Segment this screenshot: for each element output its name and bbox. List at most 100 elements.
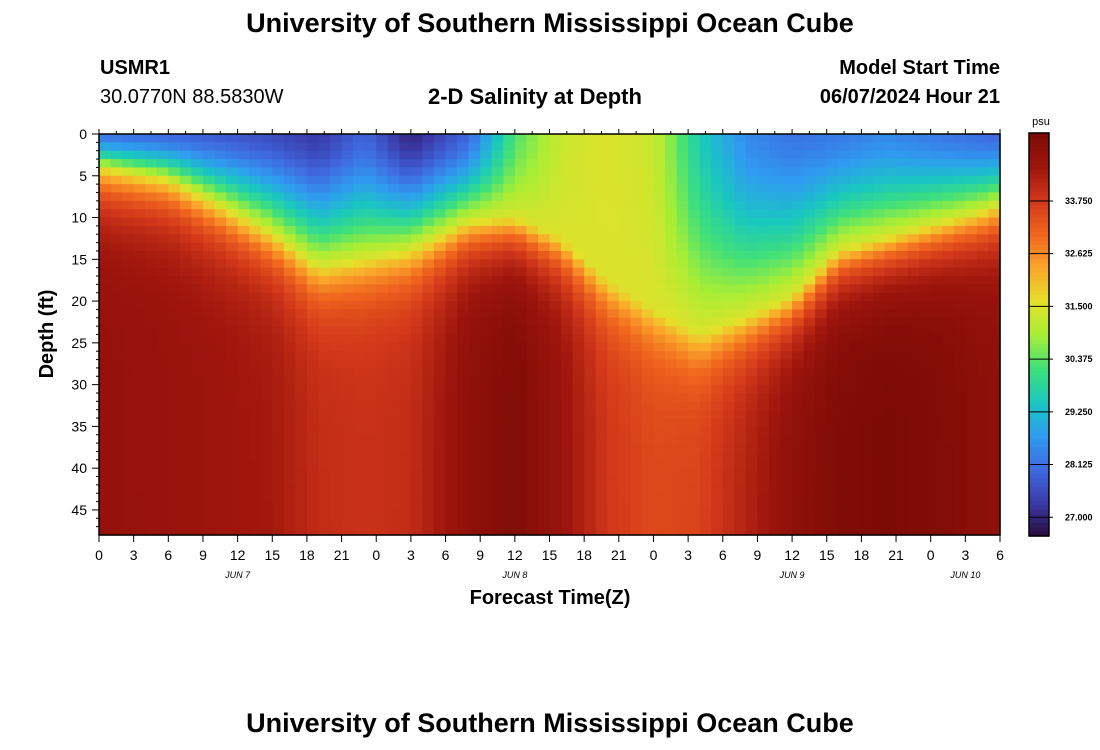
heatmap-cell	[272, 392, 285, 402]
heatmap-cell	[780, 459, 793, 469]
heatmap-cell	[491, 392, 504, 402]
heatmap-cell	[399, 142, 412, 152]
heatmap-cell	[711, 359, 724, 369]
heatmap-cell	[341, 317, 354, 327]
heatmap-cell	[110, 309, 123, 319]
heatmap-cell	[745, 276, 759, 285]
x-tick-label: 21	[611, 547, 627, 563]
heatmap-cell	[353, 301, 366, 311]
colorbar-segment	[1029, 415, 1049, 421]
heatmap-cell	[283, 476, 296, 486]
colorbar-segment	[1029, 491, 1049, 497]
heatmap-cell	[306, 159, 320, 169]
heatmap-cell	[364, 142, 377, 152]
heatmap-cell	[757, 259, 770, 269]
heatmap-cell	[780, 326, 793, 336]
heatmap-cell	[399, 134, 412, 143]
heatmap-cell	[433, 250, 447, 260]
heatmap-cell	[503, 401, 516, 411]
heatmap-cell	[953, 384, 966, 394]
heatmap-cell	[283, 401, 296, 411]
heatmap-cell	[653, 134, 666, 143]
heatmap-cell	[318, 301, 331, 311]
heatmap-cell	[445, 301, 458, 311]
heatmap-cell	[503, 250, 516, 260]
heatmap-cell	[919, 301, 932, 311]
heatmap-cell	[630, 175, 643, 185]
heatmap-cell	[306, 426, 320, 436]
heatmap-cell	[491, 426, 504, 436]
heatmap-cell	[387, 209, 400, 219]
heatmap-cell	[595, 334, 608, 344]
heatmap-cell	[872, 276, 886, 285]
heatmap-cell	[202, 342, 216, 352]
heatmap-cell	[907, 267, 920, 277]
heatmap-cell	[907, 459, 920, 469]
heatmap-cell	[526, 384, 539, 394]
heatmap-cell	[283, 518, 296, 528]
heatmap-cell	[330, 234, 343, 244]
heatmap-cell	[768, 409, 782, 419]
heatmap-cell	[376, 242, 389, 252]
heatmap-cell	[387, 526, 400, 536]
heatmap-cell	[295, 184, 308, 194]
heatmap-cell	[306, 367, 320, 377]
heatmap-cell	[780, 242, 793, 252]
heatmap-cell	[145, 200, 158, 210]
heatmap-cell	[179, 367, 193, 377]
heatmap-cell	[526, 209, 539, 219]
heatmap-cell	[468, 484, 481, 494]
colorbar-segment	[1029, 477, 1049, 483]
heatmap-cell	[272, 292, 285, 302]
heatmap-cell	[191, 225, 204, 235]
heatmap-cell	[399, 351, 412, 361]
heatmap-cell	[237, 484, 250, 494]
heatmap-cell	[283, 309, 296, 319]
heatmap-cell	[930, 451, 943, 461]
colorbar-segment	[1029, 330, 1049, 336]
heatmap-cell	[734, 459, 747, 469]
heatmap-cell	[572, 292, 585, 302]
heatmap-cell	[607, 367, 620, 377]
heatmap-cell	[191, 317, 204, 327]
heatmap-cell	[988, 192, 1001, 202]
heatmap-cell	[387, 334, 400, 344]
heatmap-cell	[445, 359, 458, 369]
heatmap-cell	[491, 309, 504, 319]
heatmap-cell	[122, 334, 135, 344]
heatmap-cell	[768, 225, 782, 235]
heatmap-cell	[364, 434, 377, 444]
heatmap-cell	[295, 234, 308, 244]
heatmap-cell	[734, 426, 747, 436]
heatmap-cell	[780, 250, 793, 260]
heatmap-cell	[295, 134, 308, 143]
heatmap-cell	[122, 484, 135, 494]
heatmap-cell	[976, 509, 990, 519]
colorbar-segment	[1029, 374, 1049, 380]
heatmap-cell	[607, 192, 620, 202]
heatmap-cell	[688, 134, 701, 143]
heatmap-cell	[318, 334, 331, 344]
heatmap-cell	[665, 217, 678, 227]
heatmap-cell	[745, 250, 759, 260]
heatmap-cell	[618, 451, 631, 461]
heatmap-cell	[665, 359, 678, 369]
heatmap-cell	[387, 376, 400, 386]
heatmap-cell	[145, 484, 158, 494]
heatmap-cell	[191, 468, 204, 478]
heatmap-cell	[156, 276, 169, 285]
heatmap-cell	[907, 175, 920, 185]
heatmap-cell	[792, 142, 805, 152]
heatmap-cell	[965, 209, 978, 219]
heatmap-cell	[179, 443, 193, 453]
heatmap-cell	[410, 234, 424, 244]
heatmap-cell	[826, 359, 839, 369]
heatmap-cell	[815, 317, 828, 327]
x-tick-label: 3	[684, 547, 692, 563]
heatmap-cell	[260, 501, 273, 511]
heatmap-cell	[214, 459, 227, 469]
heatmap-cell	[202, 301, 216, 311]
heatmap-cell	[953, 192, 966, 202]
heatmap-cell	[745, 192, 759, 202]
heatmap-cell	[976, 392, 990, 402]
